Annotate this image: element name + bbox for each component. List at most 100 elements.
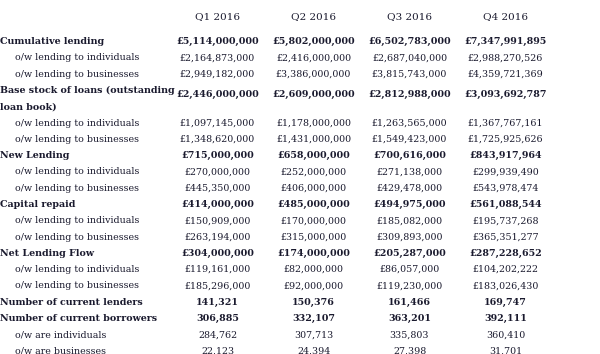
Text: £6,502,783,000: £6,502,783,000 bbox=[368, 37, 451, 46]
Text: o/w lending to individuals: o/w lending to individuals bbox=[15, 167, 139, 176]
Text: £494,975,000: £494,975,000 bbox=[373, 200, 446, 209]
Text: £287,228,652: £287,228,652 bbox=[469, 249, 542, 258]
Text: Number of current borrowers: Number of current borrowers bbox=[0, 314, 157, 323]
Text: 392,111: 392,111 bbox=[484, 314, 527, 323]
Text: £185,082,000: £185,082,000 bbox=[376, 216, 443, 225]
Text: 24,394: 24,394 bbox=[297, 347, 330, 354]
Text: £715,000,000: £715,000,000 bbox=[181, 151, 254, 160]
Text: £2,687,040,000: £2,687,040,000 bbox=[372, 53, 447, 62]
Text: £543,978,474: £543,978,474 bbox=[472, 184, 539, 193]
Text: Q1 2016: Q1 2016 bbox=[195, 12, 240, 21]
Text: o/w lending to businesses: o/w lending to businesses bbox=[15, 281, 139, 290]
Text: 31,701: 31,701 bbox=[489, 347, 522, 354]
Text: £429,478,000: £429,478,000 bbox=[376, 184, 443, 193]
Text: 284,762: 284,762 bbox=[198, 330, 237, 339]
Text: £185,296,000: £185,296,000 bbox=[184, 281, 251, 290]
Text: £150,909,000: £150,909,000 bbox=[184, 216, 251, 225]
Text: £92,000,000: £92,000,000 bbox=[283, 281, 344, 290]
Text: £304,000,000: £304,000,000 bbox=[181, 249, 254, 258]
Text: 306,885: 306,885 bbox=[196, 314, 239, 323]
Text: £485,000,000: £485,000,000 bbox=[277, 200, 350, 209]
Text: o/w lending to individuals: o/w lending to individuals bbox=[15, 53, 139, 62]
Text: £3,093,692,787: £3,093,692,787 bbox=[464, 90, 547, 99]
Text: o/w are businesses: o/w are businesses bbox=[15, 347, 106, 354]
Text: £3,386,000,000: £3,386,000,000 bbox=[276, 70, 351, 79]
Text: £2,949,182,000: £2,949,182,000 bbox=[180, 70, 255, 79]
Text: Q3 2016: Q3 2016 bbox=[387, 12, 432, 21]
Text: £561,088,544: £561,088,544 bbox=[469, 200, 542, 209]
Text: £445,350,000: £445,350,000 bbox=[184, 184, 251, 193]
Text: £1,263,565,000: £1,263,565,000 bbox=[371, 119, 448, 127]
Text: £658,000,000: £658,000,000 bbox=[277, 151, 350, 160]
Text: £365,351,277: £365,351,277 bbox=[472, 233, 539, 241]
Text: £2,416,000,000: £2,416,000,000 bbox=[276, 53, 351, 62]
Text: £270,000,000: £270,000,000 bbox=[185, 167, 251, 176]
Text: £1,097,145,000: £1,097,145,000 bbox=[180, 119, 255, 127]
Text: £1,178,000,000: £1,178,000,000 bbox=[276, 119, 351, 127]
Text: 307,713: 307,713 bbox=[294, 330, 333, 339]
Text: £263,194,000: £263,194,000 bbox=[184, 233, 251, 241]
Text: £2,609,000,000: £2,609,000,000 bbox=[272, 90, 355, 99]
Text: £2,812,988,000: £2,812,988,000 bbox=[368, 90, 451, 99]
Text: o/w lending to individuals: o/w lending to individuals bbox=[15, 216, 139, 225]
Text: £119,161,000: £119,161,000 bbox=[184, 265, 251, 274]
Text: £104,202,222: £104,202,222 bbox=[473, 265, 539, 274]
Text: £414,000,000: £414,000,000 bbox=[181, 200, 254, 209]
Text: 169,747: 169,747 bbox=[484, 298, 527, 307]
Text: 161,466: 161,466 bbox=[388, 298, 431, 307]
Text: o/w lending to individuals: o/w lending to individuals bbox=[15, 119, 139, 127]
Text: £174,000,000: £174,000,000 bbox=[277, 249, 350, 258]
Text: o/w are individuals: o/w are individuals bbox=[15, 330, 106, 339]
Text: o/w lending to businesses: o/w lending to businesses bbox=[15, 135, 139, 144]
Text: 141,321: 141,321 bbox=[196, 298, 239, 307]
Text: £205,287,000: £205,287,000 bbox=[373, 249, 446, 258]
Text: £700,616,000: £700,616,000 bbox=[373, 151, 446, 160]
Text: 363,201: 363,201 bbox=[388, 314, 431, 323]
Text: £183,026,430: £183,026,430 bbox=[472, 281, 539, 290]
Text: o/w lending to businesses: o/w lending to businesses bbox=[15, 184, 139, 193]
Text: £7,347,991,895: £7,347,991,895 bbox=[464, 37, 547, 46]
Text: New Lending: New Lending bbox=[0, 151, 70, 160]
Text: Capital repaid: Capital repaid bbox=[0, 200, 76, 209]
Text: 332,107: 332,107 bbox=[292, 314, 335, 323]
Text: £315,000,000: £315,000,000 bbox=[280, 233, 347, 241]
Text: £1,725,925,626: £1,725,925,626 bbox=[467, 135, 544, 144]
Text: o/w lending to businesses: o/w lending to businesses bbox=[15, 70, 139, 79]
Text: o/w lending to individuals: o/w lending to individuals bbox=[15, 265, 139, 274]
Text: £86,057,000: £86,057,000 bbox=[379, 265, 440, 274]
Text: 150,376: 150,376 bbox=[292, 298, 335, 307]
Text: 22,123: 22,123 bbox=[201, 347, 234, 354]
Text: £1,431,000,000: £1,431,000,000 bbox=[276, 135, 351, 144]
Text: Number of current lenders: Number of current lenders bbox=[0, 298, 143, 307]
Text: Q4 2016: Q4 2016 bbox=[483, 12, 528, 21]
Text: £195,737,268: £195,737,268 bbox=[472, 216, 539, 225]
Text: loan book): loan book) bbox=[0, 102, 56, 111]
Text: 27,398: 27,398 bbox=[393, 347, 426, 354]
Text: Cumulative lending: Cumulative lending bbox=[0, 37, 104, 46]
Text: Net Lending Flow: Net Lending Flow bbox=[0, 249, 94, 258]
Text: £5,114,000,000: £5,114,000,000 bbox=[176, 37, 259, 46]
Text: £4,359,721,369: £4,359,721,369 bbox=[467, 70, 544, 79]
Text: £252,000,000: £252,000,000 bbox=[280, 167, 347, 176]
Text: £3,815,743,000: £3,815,743,000 bbox=[372, 70, 447, 79]
Text: £170,000,000: £170,000,000 bbox=[281, 216, 347, 225]
Text: £1,367,767,161: £1,367,767,161 bbox=[468, 119, 543, 127]
Text: £299,939,490: £299,939,490 bbox=[472, 167, 539, 176]
Text: £406,000,000: £406,000,000 bbox=[280, 184, 347, 193]
Text: £1,549,423,000: £1,549,423,000 bbox=[372, 135, 447, 144]
Text: £82,000,000: £82,000,000 bbox=[284, 265, 343, 274]
Text: Q2 2016: Q2 2016 bbox=[291, 12, 336, 21]
Text: £309,893,000: £309,893,000 bbox=[376, 233, 443, 241]
Text: £119,230,000: £119,230,000 bbox=[376, 281, 443, 290]
Text: £2,988,270,526: £2,988,270,526 bbox=[468, 53, 543, 62]
Text: Base stock of loans (outstanding: Base stock of loans (outstanding bbox=[0, 86, 175, 95]
Text: 335,803: 335,803 bbox=[390, 330, 429, 339]
Text: £1,348,620,000: £1,348,620,000 bbox=[180, 135, 255, 144]
Text: o/w lending to businesses: o/w lending to businesses bbox=[15, 233, 139, 241]
Text: £5,802,000,000: £5,802,000,000 bbox=[272, 37, 355, 46]
Text: £843,917,964: £843,917,964 bbox=[469, 151, 542, 160]
Text: 360,410: 360,410 bbox=[486, 330, 525, 339]
Text: £2,164,873,000: £2,164,873,000 bbox=[180, 53, 255, 62]
Text: £271,138,000: £271,138,000 bbox=[376, 167, 443, 176]
Text: £2,446,000,000: £2,446,000,000 bbox=[176, 90, 259, 99]
